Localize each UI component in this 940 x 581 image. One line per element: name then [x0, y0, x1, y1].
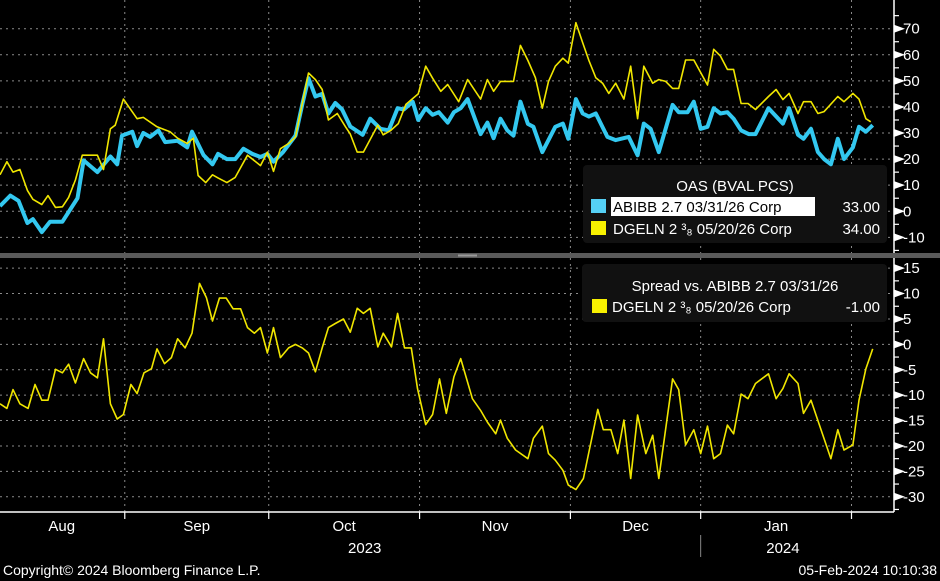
y-tick-marker: [894, 365, 905, 374]
x-month-label: Sep: [183, 518, 210, 535]
y-tick-marker: [894, 264, 905, 273]
y-tick-label: -25: [903, 463, 925, 480]
y-tick-label: -30: [903, 489, 925, 506]
y-tick-label: -10: [903, 229, 925, 246]
y-tick-label: 10: [903, 286, 920, 303]
x-month-label: Jan: [764, 518, 788, 535]
y-tick-label: 60: [903, 47, 920, 64]
y-tick-label: -10: [903, 387, 925, 404]
series-line-abibb: [0, 76, 875, 235]
y-tick-marker: [894, 129, 905, 138]
copyright-text: Copyright© 2024 Bloomberg Finance L.P.: [3, 562, 261, 578]
y-tick-label: 20: [903, 151, 920, 168]
legend-value-dgeln: 34.00: [842, 221, 880, 238]
legend-entry-spread[interactable]: DGELN 2 ³₈ 05/20/26 Corp: [612, 299, 791, 316]
x-month-label: Aug: [48, 518, 75, 535]
y-tick-label: -15: [903, 413, 925, 430]
y-tick-marker: [894, 441, 905, 450]
y-tick-marker: [894, 233, 905, 242]
y-tick-label: 30: [903, 125, 920, 142]
legend-entry-dgeln[interactable]: DGELN 2 ³₈ 05/20/26 Corp: [613, 221, 792, 238]
x-month-label: Nov: [482, 518, 509, 535]
legend-swatch-dgeln: [591, 221, 606, 235]
x-month-label: Dec: [622, 518, 649, 535]
x-year-label: 2023: [348, 540, 381, 557]
series-line-dgeln: [0, 21, 872, 209]
legend-swatch-spread: [592, 299, 607, 313]
y-tick-marker: [894, 416, 905, 425]
legend-value-spread: -1.00: [846, 299, 880, 316]
y-tick-label: 0: [903, 203, 911, 220]
timestamp-text: 05-Feb-2024 10:10:38: [798, 562, 937, 578]
y-tick-label: 5: [903, 311, 911, 328]
legend-top-title: OAS (BVAL PCS): [676, 178, 794, 195]
legend-value-abibb: 33.00: [842, 199, 880, 216]
axis-ticks: 706050403020100-10151050-5-10-15-20-25-3…: [48, 15, 925, 557]
y-tick-label: 50: [903, 73, 920, 90]
y-tick-marker: [894, 492, 905, 501]
panel-divider-handle[interactable]: [458, 254, 477, 257]
y-tick-marker: [894, 102, 905, 111]
y-tick-marker: [894, 467, 905, 476]
y-tick-marker: [894, 207, 905, 216]
y-tick-marker: [894, 314, 905, 323]
y-tick-marker: [894, 155, 905, 164]
y-tick-label: -20: [903, 438, 925, 455]
y-tick-label: 40: [903, 99, 920, 116]
legend-highlight-abibb[interactable]: [611, 197, 815, 216]
y-tick-label: 0: [903, 336, 911, 353]
y-tick-marker: [894, 76, 905, 85]
legend-bottom-box: [582, 264, 887, 322]
y-tick-label: -5: [903, 362, 916, 379]
y-tick-marker: [894, 391, 905, 400]
y-tick-marker: [894, 181, 905, 190]
legend-swatch-abibb: [591, 199, 606, 213]
x-month-label: Oct: [332, 518, 356, 535]
y-tick-label: 70: [903, 21, 920, 38]
series-line-spread: [0, 282, 874, 491]
x-year-label: 2024: [766, 540, 799, 557]
legend-bottom-title: Spread vs. ABIBB 2.7 03/31/26: [632, 278, 839, 295]
y-tick-marker: [894, 24, 905, 33]
y-tick-marker: [894, 289, 905, 298]
y-tick-marker: [894, 50, 905, 59]
y-tick-label: 10: [903, 177, 920, 194]
series-lines: [0, 21, 875, 491]
legend-entry-abibb[interactable]: ABIBB 2.7 03/31/26 Corp: [613, 199, 781, 216]
y-tick-label: 15: [903, 260, 920, 277]
y-tick-marker: [894, 340, 905, 349]
